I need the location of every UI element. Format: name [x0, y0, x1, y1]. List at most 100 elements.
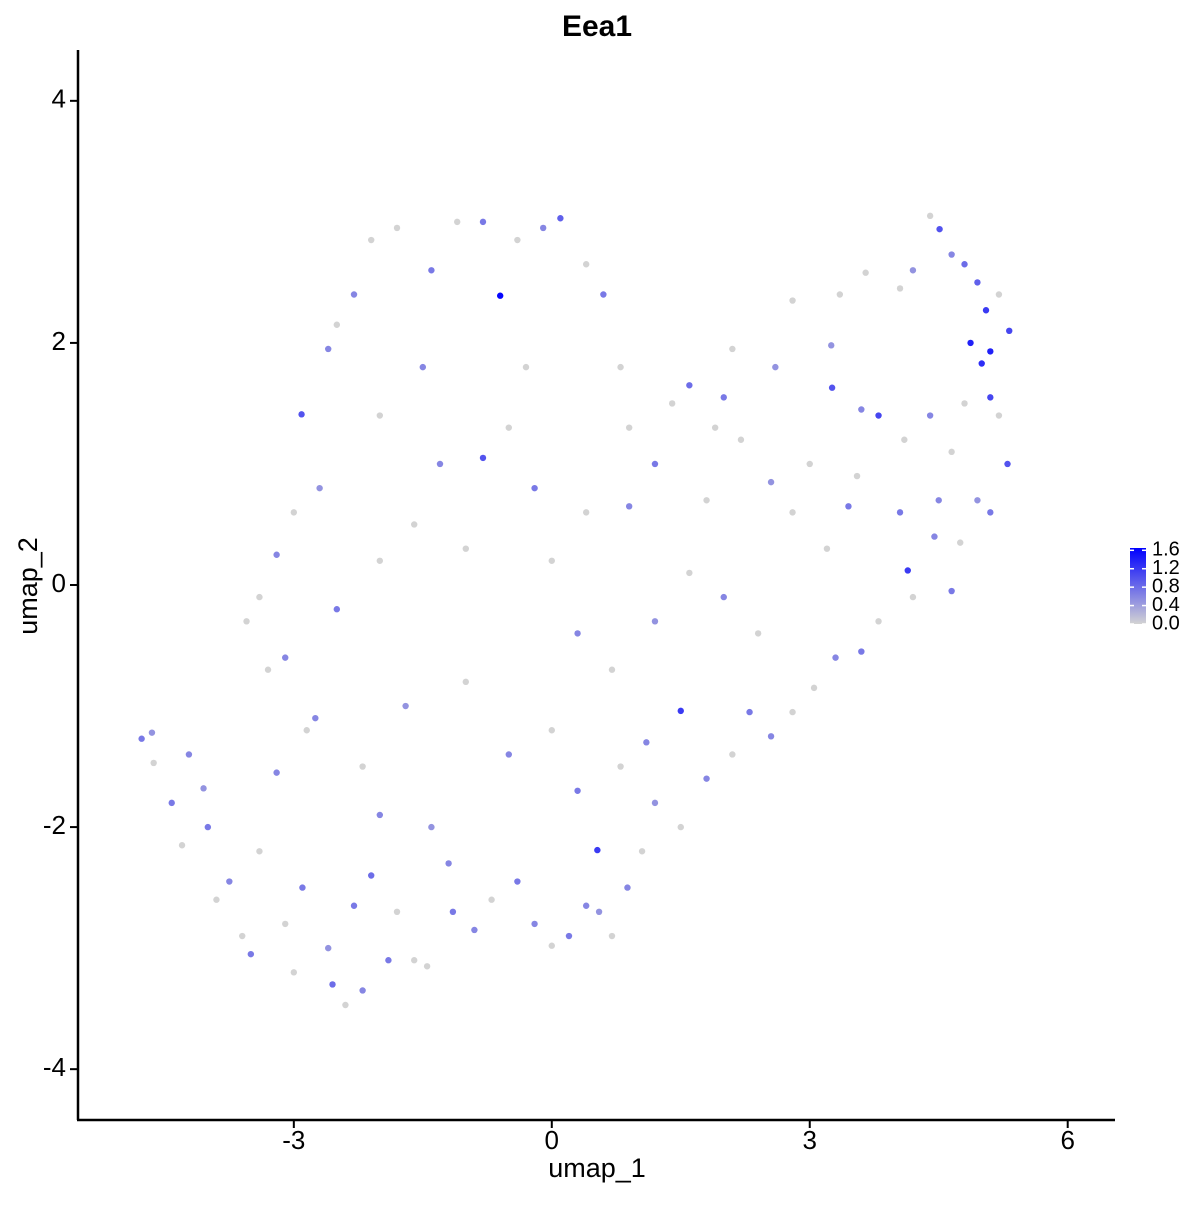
point: [767, 478, 775, 486]
point: [987, 348, 994, 355]
point: [368, 872, 375, 879]
point: [643, 739, 650, 746]
point: [282, 920, 289, 928]
point: [445, 860, 452, 867]
y-tick-label: 0: [52, 568, 66, 598]
point: [243, 618, 250, 625]
point: [974, 497, 981, 504]
point: [185, 751, 193, 758]
point: [828, 384, 836, 391]
point: [961, 400, 968, 407]
point: [948, 587, 955, 595]
x-axis-label: umap_1: [548, 1153, 646, 1183]
point: [239, 932, 246, 940]
point: [299, 884, 306, 891]
point: [178, 842, 186, 849]
point: [582, 902, 590, 909]
x-tick-label: -3: [282, 1125, 305, 1155]
point: [896, 285, 904, 292]
point: [845, 503, 852, 510]
point: [720, 593, 727, 601]
point: [479, 454, 487, 462]
point: [428, 267, 435, 274]
point: [548, 727, 555, 734]
point: [256, 848, 263, 855]
point: [273, 551, 280, 558]
y-axis-label: umap_2: [13, 537, 43, 635]
point: [995, 291, 1003, 298]
point: [625, 503, 633, 510]
point: [926, 212, 934, 220]
x-tick-label: 6: [1060, 1125, 1074, 1155]
point: [617, 763, 624, 770]
point: [875, 412, 882, 419]
point: [608, 666, 616, 673]
point: [454, 218, 461, 226]
point: [290, 969, 298, 976]
point: [853, 472, 861, 480]
point: [449, 908, 457, 916]
point: [514, 236, 521, 244]
point: [325, 345, 332, 353]
x-tick-label: 0: [545, 1125, 559, 1155]
point: [264, 666, 272, 673]
point: [789, 708, 796, 716]
point: [522, 363, 530, 371]
point: [767, 733, 775, 740]
point: [901, 436, 908, 443]
point: [148, 729, 156, 736]
point: [539, 224, 547, 232]
point: [651, 799, 659, 807]
point: [488, 896, 495, 903]
point: [737, 436, 745, 443]
point: [686, 569, 693, 577]
point: [582, 261, 590, 268]
point: [290, 509, 298, 516]
point: [594, 846, 601, 854]
y-tick-label: -4: [43, 1052, 66, 1082]
point: [967, 339, 974, 347]
point: [936, 225, 943, 233]
point: [909, 593, 917, 601]
point: [1004, 460, 1011, 468]
point: [686, 382, 693, 389]
y-tick-label: 4: [52, 84, 66, 114]
point: [875, 618, 882, 625]
point: [574, 630, 581, 637]
point: [896, 509, 904, 516]
point: [531, 484, 538, 492]
point: [505, 751, 512, 758]
point: [359, 987, 366, 994]
point: [168, 799, 175, 807]
colorbar-tick-label: 0.4: [1152, 594, 1180, 616]
point: [624, 884, 631, 891]
colorbar-tick-label: 0.0: [1152, 612, 1180, 634]
point: [729, 751, 736, 758]
point: [316, 484, 323, 492]
point: [376, 412, 384, 419]
y-tick-label: -2: [43, 810, 66, 840]
colorbar: [1130, 548, 1146, 624]
chart-title: Eea1: [562, 10, 632, 43]
point: [350, 902, 358, 909]
point: [419, 363, 427, 371]
point: [342, 1001, 349, 1009]
point: [574, 787, 581, 794]
point: [862, 269, 869, 276]
points: [138, 212, 1013, 1009]
point: [200, 785, 207, 792]
point: [329, 981, 336, 988]
point: [810, 684, 818, 692]
point: [638, 848, 646, 855]
point: [978, 360, 985, 367]
point: [961, 261, 968, 268]
point: [703, 775, 710, 782]
point: [204, 823, 212, 831]
point: [411, 957, 418, 964]
point: [282, 654, 289, 661]
point: [213, 896, 220, 903]
point: [832, 654, 839, 661]
point: [746, 708, 753, 716]
point: [974, 279, 981, 286]
